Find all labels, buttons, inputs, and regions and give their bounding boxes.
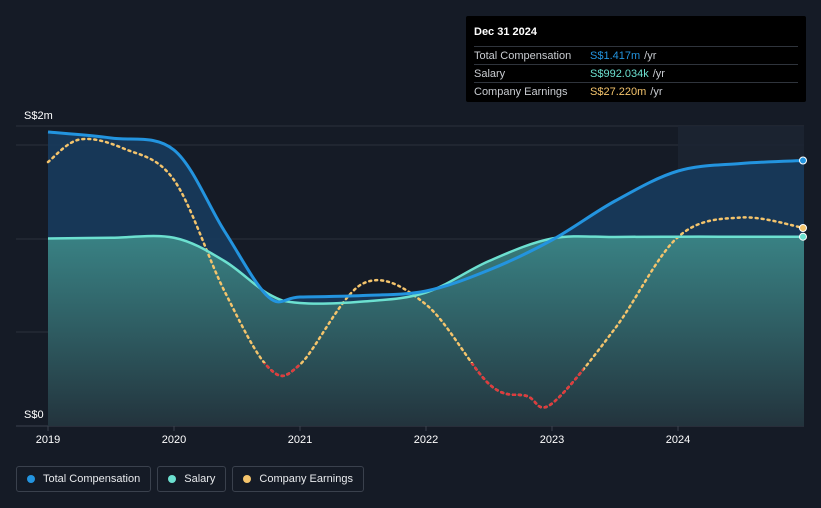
legend: Total Compensation Salary Company Earnin… (16, 466, 364, 492)
tooltip-value: S$992.034k (590, 67, 649, 80)
legend-item-salary[interactable]: Salary (157, 466, 227, 492)
x-tick-label: 2019 (36, 434, 60, 446)
tooltip-unit: /yr (652, 67, 665, 80)
legend-dot-icon (243, 475, 252, 483)
legend-label: Salary (184, 473, 216, 485)
tooltip-label: Total Compensation (474, 49, 572, 62)
company-earnings-dotted-line (46, 137, 806, 409)
tooltip-value: S$27.220m (590, 85, 647, 98)
legend-label: Total Compensation (43, 473, 141, 485)
company-earnings-line (46, 137, 806, 409)
tooltip-value: S$1.417m (590, 49, 641, 62)
legend-label: Company Earnings (259, 473, 353, 485)
company-earnings-end-dot (799, 224, 807, 232)
tooltip-label: Company Earnings (474, 85, 568, 98)
legend-dot-icon (27, 475, 35, 483)
x-tick-label: 2023 (540, 434, 564, 446)
tooltip-date: Dec 31 2024 (474, 26, 537, 38)
total-compensation-line (47, 130, 805, 304)
tooltip-row-salary: Salary S$992.034k /yr (474, 64, 798, 82)
series-end-dots (799, 156, 807, 241)
y-axis-bottom-label: S$0 (24, 409, 44, 421)
legend-item-total-compensation[interactable]: Total Compensation (16, 466, 152, 492)
salary-end-dot (799, 232, 807, 241)
legend-item-company-earnings[interactable]: Company Earnings (232, 466, 364, 492)
x-tick-label: 2020 (162, 434, 186, 446)
x-tick-label: 2022 (414, 434, 438, 446)
compensation-chart: S$2m S$0 2019 2020 2021 2022 2023 2024 (16, 110, 807, 446)
y-axis-top-label: S$2m (24, 110, 53, 122)
salary-area (48, 235, 804, 426)
legend-dot-icon (168, 475, 177, 483)
tooltip: Dec 31 2024 Total Compensation S$1.417m … (466, 16, 806, 102)
tooltip-row-earnings: Company Earnings S$27.220m /yr (474, 82, 798, 100)
salary-line (47, 234, 804, 305)
tooltip-row-total: Total Compensation S$1.417m /yr (474, 46, 798, 64)
tooltip-unit: /yr (650, 85, 663, 98)
tooltip-label: Salary (474, 67, 506, 80)
x-tick-label: 2021 (288, 434, 312, 446)
tooltip-unit: /yr (644, 49, 657, 62)
total-compensation-end-dot (799, 156, 807, 165)
x-tick-label: 2024 (666, 434, 690, 446)
x-axis-ticks: 2019 2020 2021 2022 2023 2024 (36, 426, 690, 446)
